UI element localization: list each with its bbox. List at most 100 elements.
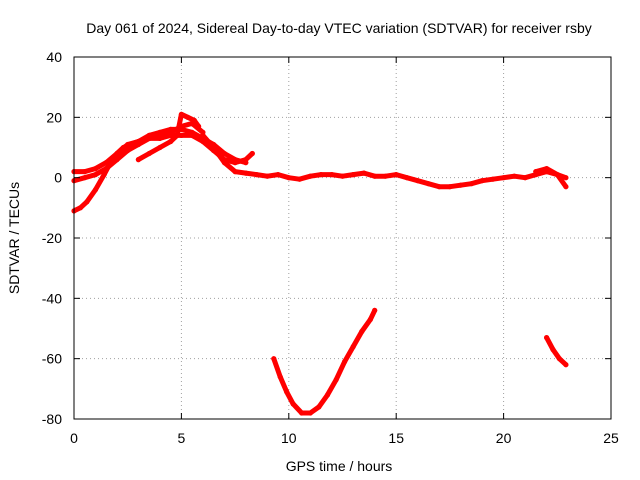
data-point <box>307 410 313 416</box>
y-tick-label: -80 <box>42 411 62 427</box>
data-point <box>92 172 99 178</box>
data-point <box>367 316 373 322</box>
data-point <box>264 173 270 179</box>
data-point <box>290 401 296 407</box>
data-point <box>307 173 313 179</box>
data-point <box>382 173 389 179</box>
data-point <box>296 176 303 182</box>
data-point <box>125 147 131 154</box>
data-point <box>544 335 550 341</box>
data-point <box>82 169 88 175</box>
data-point <box>178 111 184 117</box>
data-point <box>275 172 281 178</box>
y-tick-label: -60 <box>42 351 62 367</box>
y-tick-label: 40 <box>46 49 62 65</box>
data-point <box>271 356 277 362</box>
data-point <box>361 170 367 176</box>
data-point <box>103 166 109 172</box>
data-point <box>554 172 560 178</box>
data-point <box>254 172 260 178</box>
x-tick-label: 5 <box>178 430 186 446</box>
data-point <box>339 173 346 179</box>
data-point <box>447 184 453 190</box>
data-point <box>436 184 442 190</box>
x-tick-label: 0 <box>70 430 78 446</box>
data-point <box>189 132 195 138</box>
data-point <box>324 392 331 398</box>
data-point <box>299 410 305 416</box>
data-point <box>221 150 227 157</box>
data-point <box>550 347 556 353</box>
y-axis-label: SDTVAR / TECUs <box>6 182 22 294</box>
data-point <box>563 362 569 368</box>
data-point <box>168 138 174 145</box>
data-point <box>178 132 184 138</box>
data-point <box>168 132 174 138</box>
series-arc-e <box>200 132 569 190</box>
data-point <box>92 187 99 193</box>
x-tick-label: 20 <box>496 430 512 446</box>
data-point <box>243 157 249 163</box>
data-point <box>359 328 365 335</box>
data-point <box>146 135 152 141</box>
series-arc-h <box>544 335 569 368</box>
data-layer <box>71 111 569 416</box>
data-point <box>350 344 356 350</box>
data-point <box>146 150 152 157</box>
data-point <box>479 178 485 184</box>
data-point <box>200 132 206 138</box>
data-point <box>333 377 339 383</box>
data-point <box>221 160 227 166</box>
data-point <box>125 141 131 148</box>
data-point <box>103 160 109 166</box>
data-point <box>415 178 421 184</box>
data-point <box>372 173 378 179</box>
data-point <box>284 389 290 395</box>
series-arc-f <box>533 166 569 190</box>
x-tick-label: 25 <box>603 430 619 446</box>
data-point <box>114 150 120 157</box>
data-point <box>544 166 550 172</box>
data-point <box>277 374 283 380</box>
data-point <box>135 138 141 145</box>
data-point <box>232 169 238 175</box>
y-tick-label: 20 <box>46 109 62 125</box>
data-point <box>243 170 249 176</box>
y-tick-label: -20 <box>42 230 62 246</box>
data-point <box>511 173 517 179</box>
data-point <box>232 160 238 166</box>
data-point <box>92 166 99 172</box>
data-point <box>468 181 474 187</box>
data-point <box>211 144 217 151</box>
data-point <box>318 172 324 178</box>
data-point <box>114 157 120 163</box>
data-point <box>249 150 255 157</box>
data-point <box>563 184 569 190</box>
data-point <box>135 157 141 163</box>
data-point <box>316 404 322 410</box>
x-tick-label: 15 <box>388 430 404 446</box>
data-point <box>458 182 464 188</box>
data-point <box>185 114 191 120</box>
data-point <box>533 169 539 175</box>
data-point <box>372 307 378 313</box>
data-point <box>563 175 569 181</box>
data-point <box>196 123 202 129</box>
data-point <box>77 205 83 211</box>
data-point <box>286 175 292 181</box>
data-point <box>84 199 90 205</box>
data-point <box>82 175 88 181</box>
data-point <box>350 172 356 178</box>
data-point <box>393 172 399 178</box>
data-point <box>157 144 163 151</box>
data-point <box>425 181 431 187</box>
data-point <box>174 132 180 138</box>
axes: 0 5 10 15 20 25 -80 -60 -40 -20 0 20 40 <box>42 49 619 446</box>
x-axis-label: GPS time / hours <box>286 458 393 474</box>
data-point <box>490 176 496 182</box>
data-point <box>329 172 335 178</box>
data-point <box>522 175 528 181</box>
data-point <box>342 359 348 365</box>
y-tick-label: 0 <box>54 170 62 186</box>
data-point <box>556 356 563 362</box>
